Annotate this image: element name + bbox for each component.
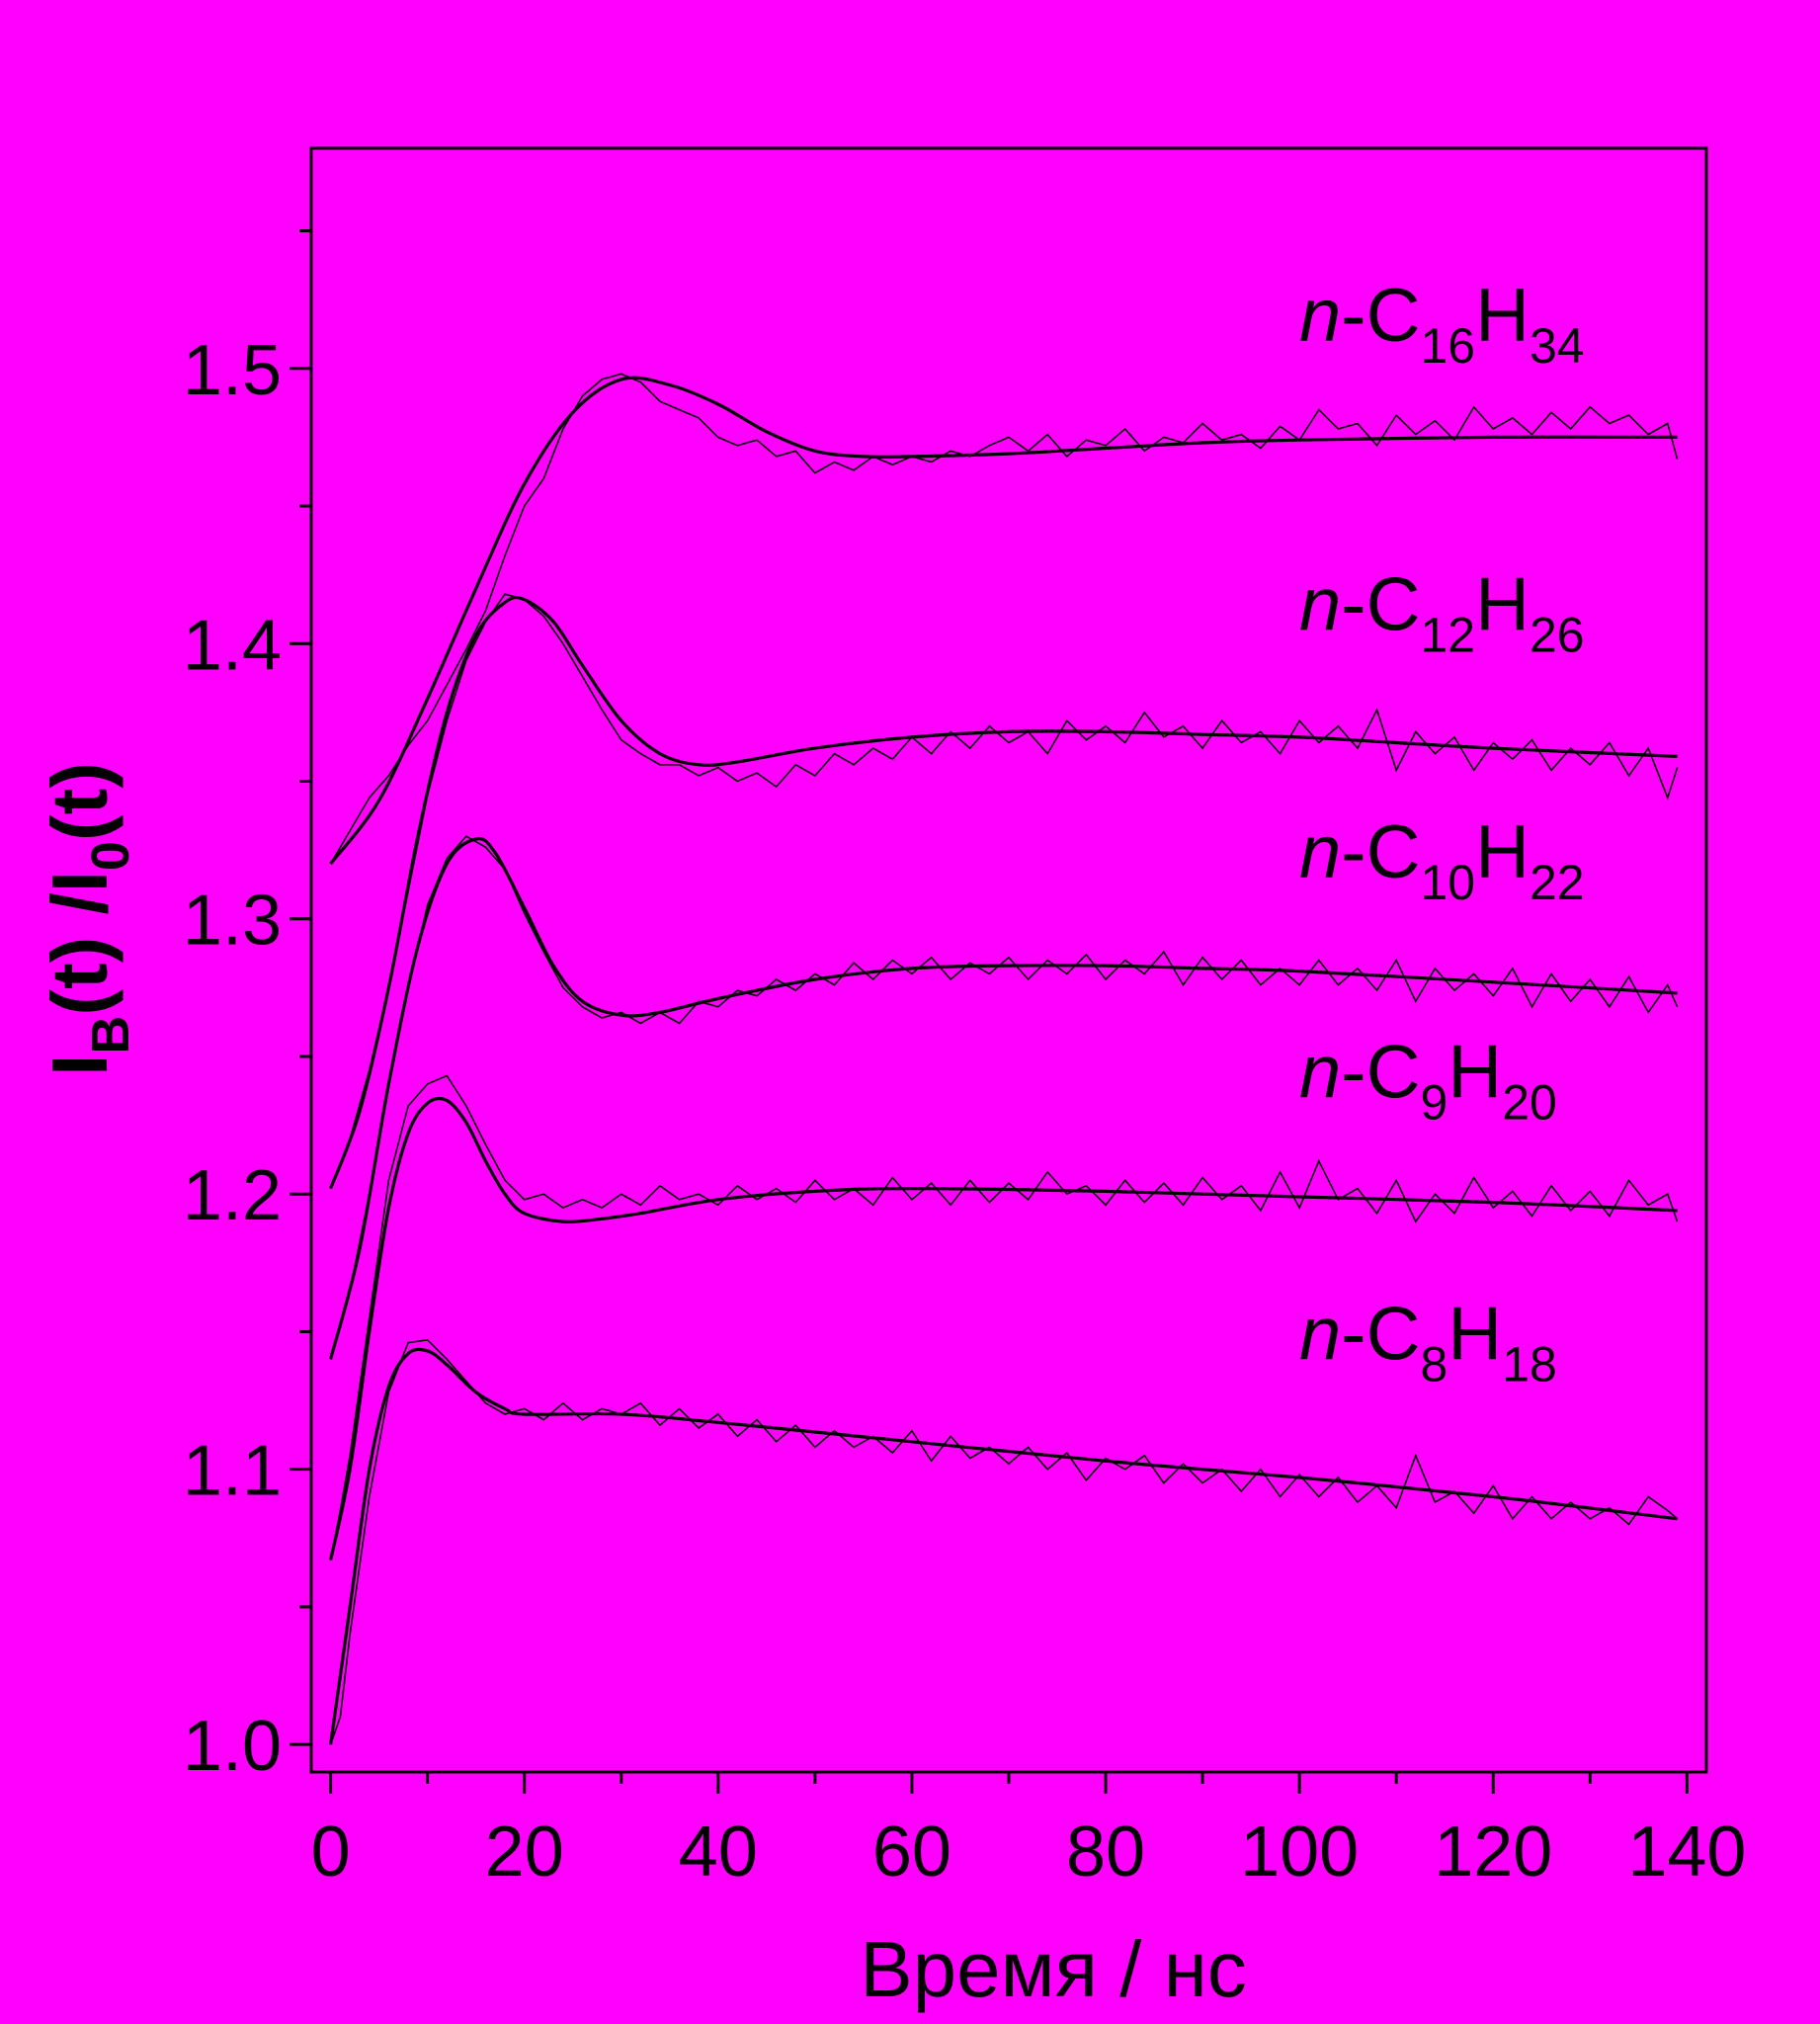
series-layer: [329, 373, 1679, 1745]
series-label-part: -C: [1341, 810, 1420, 894]
y-axis-title-tail: (t): [36, 762, 124, 841]
series-label-part: n: [1299, 810, 1341, 894]
y-axis-title-main: I: [36, 1054, 124, 1076]
series-label-part: 20: [1502, 1075, 1557, 1131]
series-label-part: n: [1299, 1292, 1341, 1376]
series-label-part: 26: [1530, 607, 1585, 662]
y-axis-title: IB(t) /I0(t): [36, 762, 140, 1076]
series-label-part: H: [1448, 1031, 1502, 1115]
series-label: n-C10H22: [1299, 810, 1585, 910]
series-label: n-C16H34: [1299, 274, 1585, 374]
x-tick-label: 60: [872, 1813, 951, 1892]
y-tick-label: 1.1: [183, 1432, 282, 1511]
series-fit-line: [329, 836, 1678, 1360]
x-tick-label: 100: [1240, 1813, 1359, 1892]
series-data-line: [329, 373, 1679, 865]
y-tick-label: 1.5: [183, 331, 282, 410]
series-label-part: H: [1475, 274, 1530, 358]
series-fit-line: [329, 595, 1678, 1190]
series-label-part: 10: [1420, 855, 1475, 910]
series-data-line: [329, 1074, 1679, 1560]
series-label-part: 34: [1530, 318, 1585, 374]
x-tick-label: 140: [1627, 1813, 1746, 1892]
series-label-part: 22: [1530, 855, 1585, 910]
series-label-part: -C: [1341, 1031, 1420, 1115]
series-label-part: 9: [1420, 1075, 1448, 1131]
series-label-part: H: [1475, 810, 1530, 894]
series-label-part: -C: [1341, 562, 1420, 646]
series-label-part: 8: [1420, 1336, 1448, 1392]
series-label-part: 18: [1502, 1336, 1557, 1392]
x-tick-label: 0: [311, 1813, 351, 1892]
x-tick-label: 40: [679, 1813, 758, 1892]
series-data-line: [329, 593, 1679, 1189]
series-label-part: -C: [1341, 274, 1420, 358]
series-fit-line: [329, 1347, 1678, 1745]
series-label: n-C8H18: [1299, 1292, 1557, 1392]
y-tick-label: 1.4: [183, 606, 282, 685]
x-tick-label: 20: [485, 1813, 564, 1892]
series-label: n-C9H20: [1299, 1031, 1557, 1131]
series-data-line: [329, 1338, 1679, 1745]
series-label-part: n: [1299, 274, 1341, 358]
y-axis-title-sub2: 0: [81, 841, 140, 871]
series-data-line: [329, 835, 1679, 1360]
series-label-part: 12: [1420, 607, 1475, 662]
series-label-part: n: [1299, 1031, 1341, 1115]
y-tick-label: 1.3: [183, 882, 282, 961]
x-tick-label: 80: [1066, 1813, 1145, 1892]
series-fit-line: [329, 1096, 1678, 1560]
y-tick-label: 1.0: [183, 1707, 282, 1786]
series-label-part: n: [1299, 562, 1341, 646]
y-tick-label: 1.2: [183, 1156, 282, 1235]
x-axis-title: Время / нс: [860, 1925, 1247, 2013]
series-fit-line: [329, 376, 1678, 865]
series-label-part: -C: [1341, 1292, 1420, 1376]
x-tick-label: 120: [1434, 1813, 1552, 1892]
y-axis-title-sub: B: [81, 1016, 140, 1054]
y-axis-title-mid: (t) /I: [36, 871, 124, 1016]
series-label: n-C12H26: [1299, 562, 1585, 662]
plot-area: [309, 146, 1708, 1774]
axis-layer: 0 20 40 60 80 100 120 140 1.0 1.1 1.2 1.3 1.4 1.5: [183, 229, 1746, 1892]
series-label-part: 16: [1420, 318, 1475, 374]
series-label-part: H: [1475, 562, 1530, 646]
series-label-part: H: [1448, 1292, 1502, 1376]
